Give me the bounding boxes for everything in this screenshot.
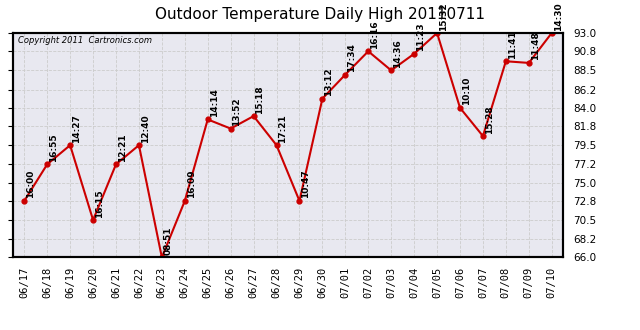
Text: 11:48: 11:48 [531,32,540,60]
Text: 14:27: 14:27 [72,114,81,143]
Text: 16:55: 16:55 [49,133,58,162]
Text: 14:36: 14:36 [393,39,402,68]
Text: 16:15: 16:15 [95,189,104,217]
Text: 15:28: 15:28 [484,105,494,134]
Text: Outdoor Temperature Daily High 20110711: Outdoor Temperature Daily High 20110711 [155,7,485,21]
Text: 10:10: 10:10 [462,77,471,105]
Text: 15:32: 15:32 [439,2,448,30]
Text: Copyright 2011  Cartronics.com: Copyright 2011 Cartronics.com [19,36,152,45]
Text: 10:47: 10:47 [301,170,310,198]
Text: 13:12: 13:12 [324,68,333,96]
Text: 12:21: 12:21 [118,133,127,162]
Text: 11:41: 11:41 [508,30,516,59]
Text: 13:52: 13:52 [232,97,241,126]
Text: 12:40: 12:40 [141,114,150,143]
Text: 14:30: 14:30 [554,2,563,30]
Text: 16:09: 16:09 [187,170,196,198]
Text: 15:18: 15:18 [255,85,264,114]
Text: 11:23: 11:23 [416,23,425,51]
Text: 17:21: 17:21 [278,114,287,143]
Text: 17:34: 17:34 [347,43,356,72]
Text: 08:51: 08:51 [164,226,173,255]
Text: 16:16: 16:16 [370,20,379,49]
Text: 14:14: 14:14 [209,88,219,117]
Text: 16:00: 16:00 [26,170,35,198]
